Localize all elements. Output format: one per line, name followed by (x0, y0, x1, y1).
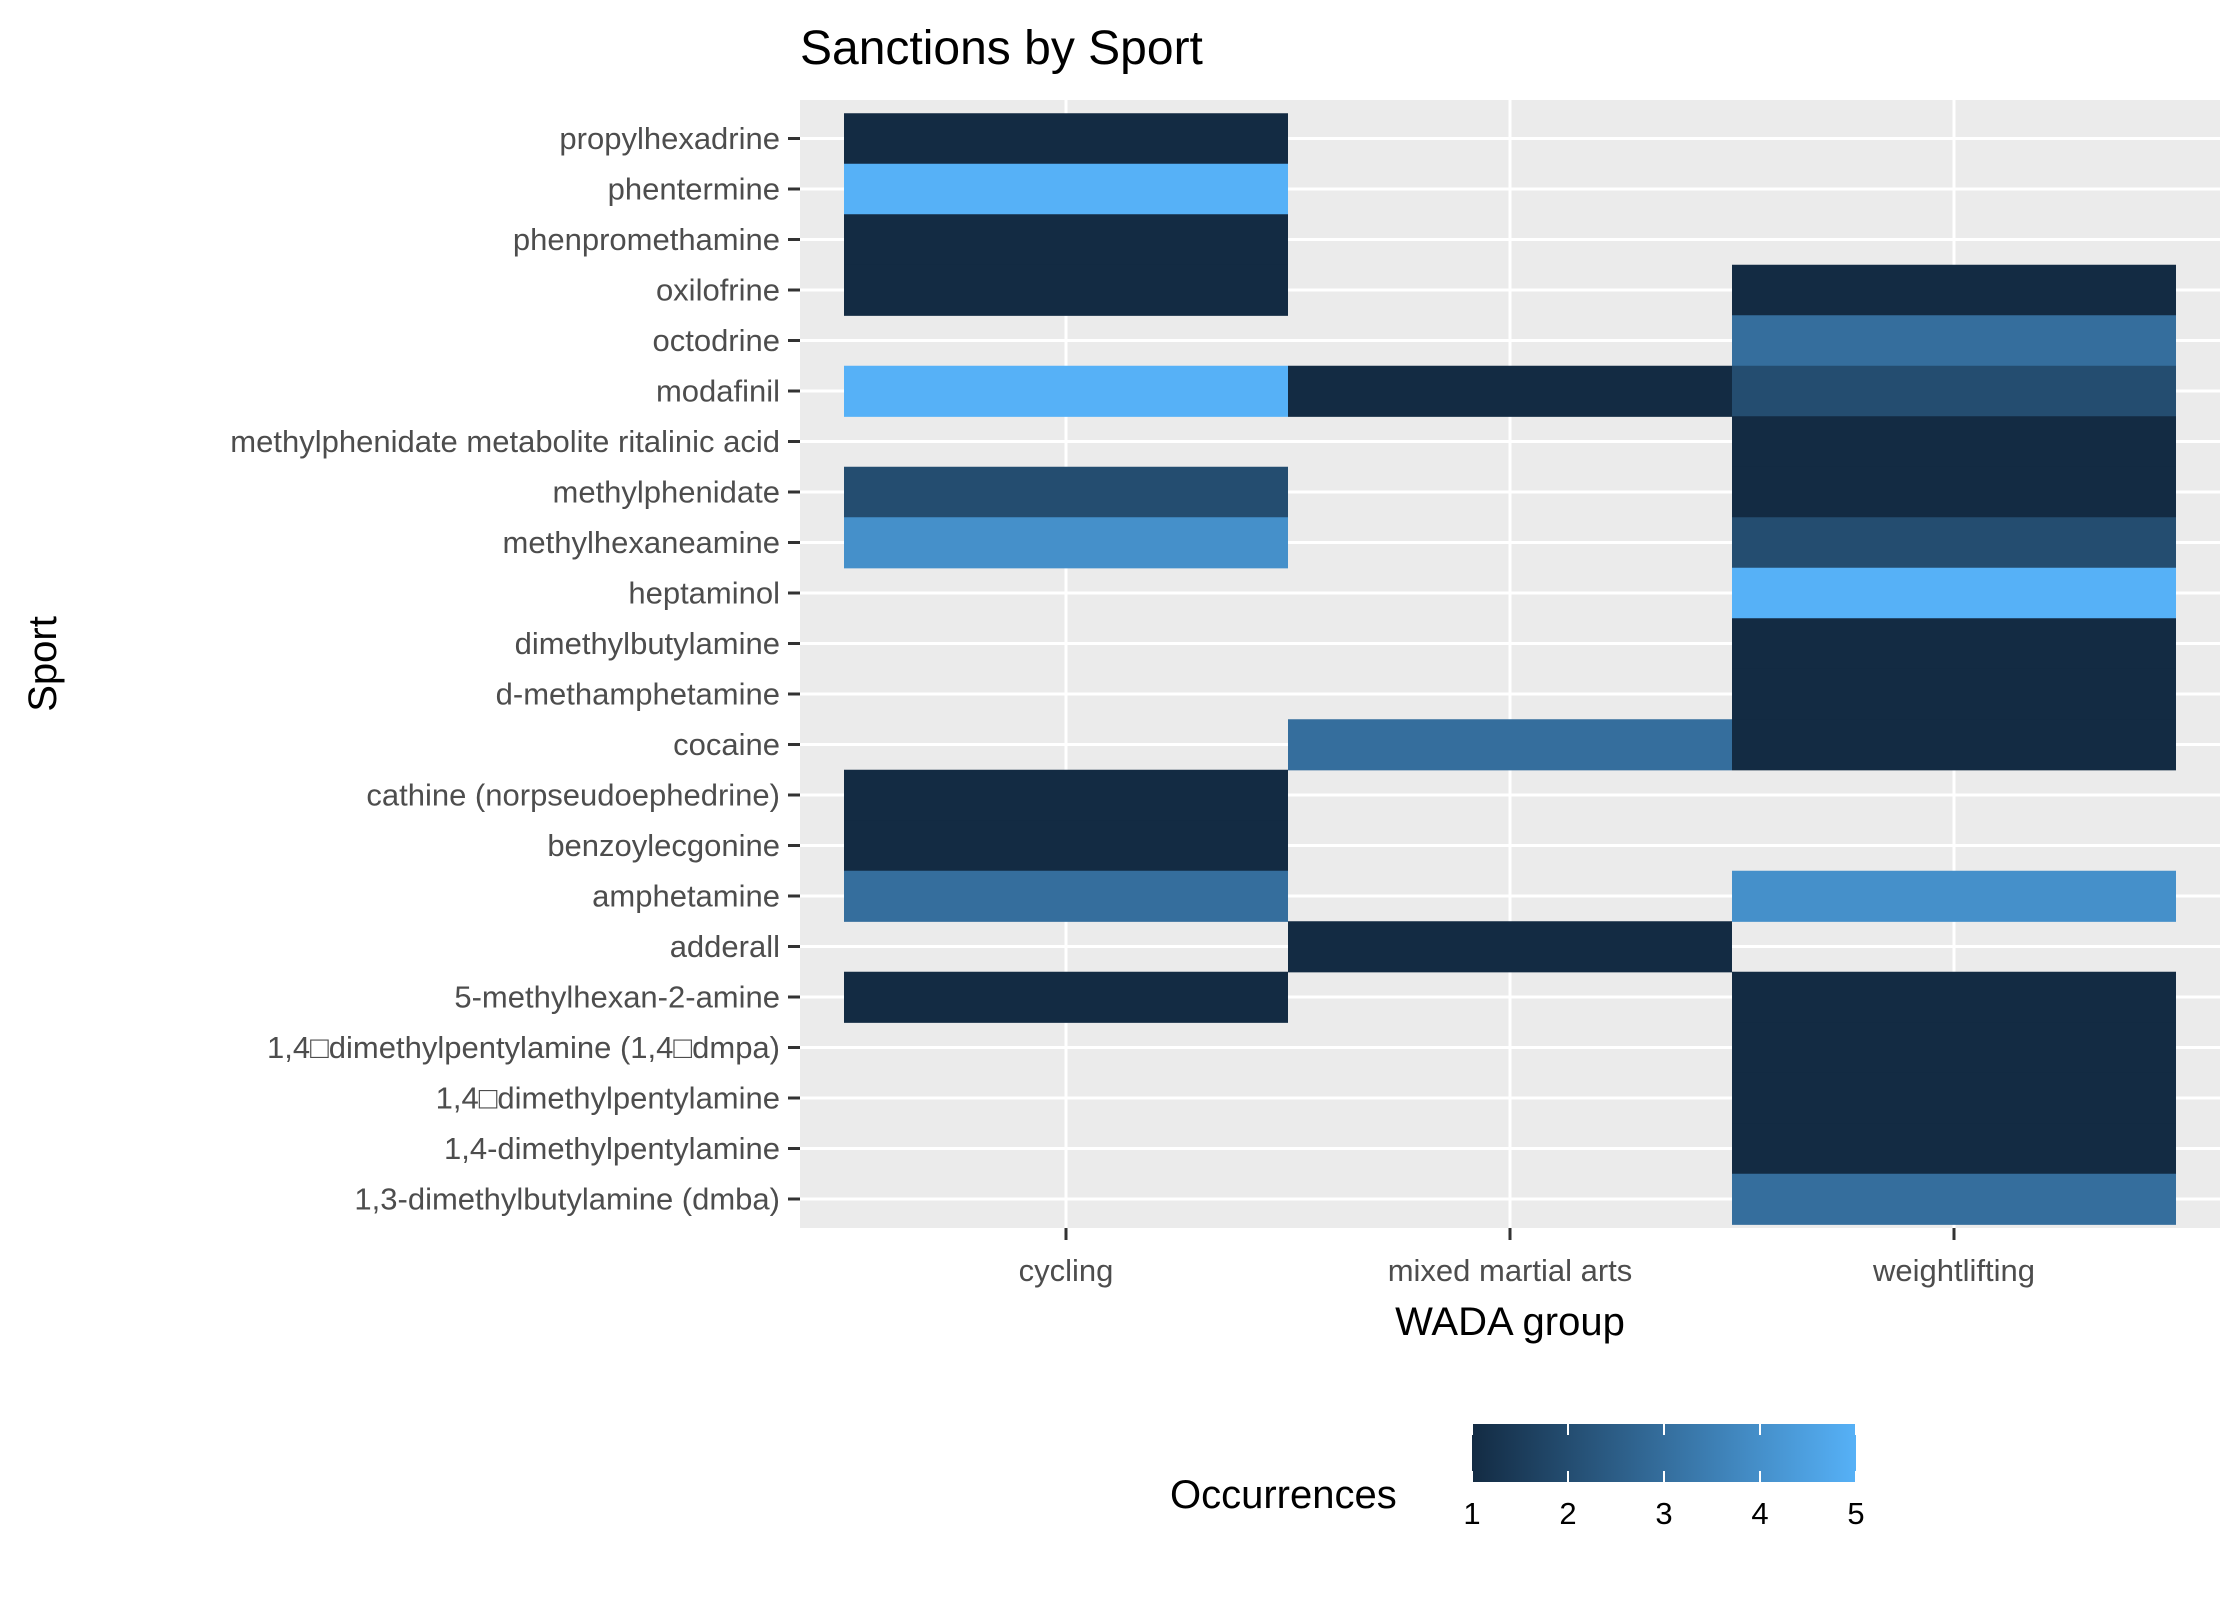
heatmap-cell (844, 870, 1288, 922)
y-tick-label: modafinil (656, 374, 780, 409)
heatmap-cell (1732, 365, 2176, 417)
legend-tick-label: 1 (1463, 1496, 1480, 1531)
y-tick-label: oxilofrine (656, 273, 780, 308)
x-tick-label: mixed martial arts (1388, 1253, 1633, 1288)
heatmap-cell (1732, 870, 2176, 922)
heatmap-cell (1732, 1173, 2176, 1225)
y-tick-label: 1,4□dimethylpentylamine (436, 1081, 780, 1116)
heatmap-cell (844, 264, 1288, 316)
heatmap-cell (1732, 466, 2176, 518)
y-tick-label: d-methamphetamine (496, 677, 780, 712)
heatmap-cell (844, 214, 1288, 266)
heatmap-cell (844, 163, 1288, 215)
y-tick-label: methylhexaneamine (503, 525, 780, 560)
heatmap-cell (1288, 719, 1732, 771)
heatmap-cell (844, 769, 1288, 821)
x-axis-title: WADA group (1395, 1300, 1625, 1344)
y-tick-label: octodrine (652, 323, 780, 358)
legend-tick-label: 3 (1655, 1496, 1672, 1531)
y-tick-label: heptaminol (628, 576, 780, 611)
heatmap-cell (1732, 719, 2176, 771)
y-tick-label: phentermine (608, 172, 780, 207)
heatmap-cell (1732, 517, 2176, 569)
legend-ticks: 1 2 3 4 5 (1463, 1424, 1865, 1531)
y-tick-label: adderall (670, 929, 780, 964)
y-axis: 1,3-dimethylbutylamine (dmba) 1,4-dimethy… (230, 121, 800, 1217)
heatmap-cell (1732, 315, 2176, 367)
heatmap-cell (844, 365, 1288, 417)
heatmap-cell (844, 517, 1288, 569)
heatmap-cell (844, 113, 1288, 165)
y-axis-title: Sport (21, 616, 65, 712)
legend-tick-label: 2 (1559, 1496, 1576, 1531)
y-tick-label: amphetamine (592, 879, 780, 914)
heatmap-cell (1732, 668, 2176, 720)
color-legend: Occurrences 1 2 3 4 5 (1170, 1424, 1865, 1531)
x-tick-label: weightlifting (1872, 1253, 2035, 1288)
legend-tick-label: 4 (1751, 1496, 1768, 1531)
y-tick-label: dimethylbutylamine (515, 626, 780, 661)
x-tick-label: cycling (1019, 1253, 1114, 1288)
heatmap-cell (1732, 1123, 2176, 1175)
y-tick-label: propylhexadrine (559, 121, 780, 156)
heatmap-cell (844, 466, 1288, 518)
heatmap-cell (1732, 416, 2176, 468)
heatmap-cell (1288, 921, 1732, 973)
heatmap-cell (1732, 1072, 2176, 1124)
heatmap-cell (1732, 971, 2176, 1023)
y-tick-label: cathine (norpseudoephedrine) (366, 778, 780, 813)
heatmap-cell (1732, 1022, 2176, 1074)
y-tick-label: 1,4-dimethylpentylamine (444, 1131, 780, 1166)
x-axis: cycling mixed martial arts weightlifting (1019, 1228, 2035, 1288)
heatmap-cell (1732, 567, 2176, 619)
y-tick-label: cocaine (673, 727, 780, 762)
heatmap-cell (1732, 618, 2176, 670)
y-tick-label: methylphenidate metabolite ritalinic aci… (230, 424, 780, 459)
y-tick-label: 5-methylhexan-2-amine (454, 980, 780, 1015)
y-tick-label: methylphenidate (553, 475, 781, 510)
heatmap-cell (1288, 365, 1732, 417)
y-tick-label: 1,4□dimethylpentylamine (1,4□dmpa) (267, 1030, 780, 1065)
heatmap-cell (1732, 264, 2176, 316)
y-tick-label: benzoylecgonine (547, 828, 780, 863)
legend-tick-label: 5 (1847, 1496, 1864, 1531)
chart-title: Sanctions by Sport (800, 22, 1203, 75)
heatmap-cell (844, 820, 1288, 872)
heatmap-cell (844, 971, 1288, 1023)
legend-title: Occurrences (1170, 1473, 1397, 1517)
heatmap-cells (844, 113, 2176, 1225)
y-tick-label: phenpromethamine (513, 222, 780, 257)
y-tick-label: 1,3-dimethylbutylamine (dmba) (354, 1182, 780, 1217)
